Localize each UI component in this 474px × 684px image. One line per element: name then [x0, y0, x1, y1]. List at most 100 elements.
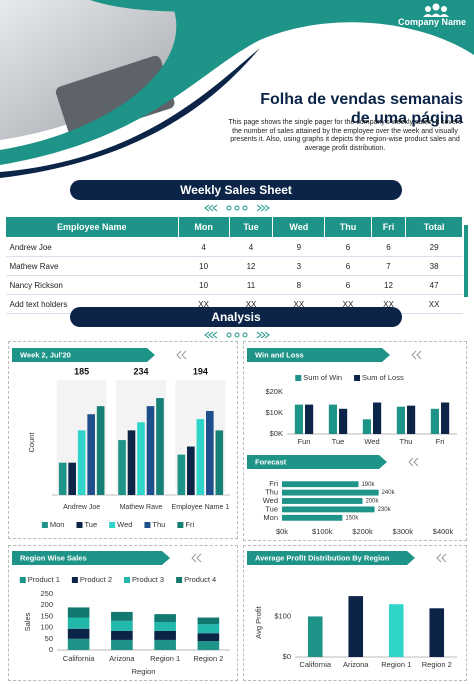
- bar-segment: [67, 638, 90, 650]
- bar-segment: [154, 614, 176, 622]
- x-tick-label: Arizona: [343, 660, 369, 669]
- column-header: Mon: [177, 216, 230, 238]
- y-tick-label: $20K: [265, 387, 283, 396]
- bar: [362, 419, 371, 434]
- table-cell: 4: [229, 237, 273, 257]
- legend-label: Sum of Loss: [362, 373, 404, 382]
- bar: [282, 514, 343, 521]
- description: This page shows the single pager for the…: [228, 119, 462, 152]
- table-cell: 6: [324, 237, 372, 257]
- chart: Average Profit Distribution By Region Avg…: [247, 551, 457, 669]
- chevrons: [204, 331, 270, 339]
- header-art: [0, 0, 474, 178]
- legend-label: Wed: [117, 520, 132, 529]
- bar: [305, 404, 314, 434]
- bar: [96, 406, 105, 495]
- x-tick-label: $400k: [433, 527, 454, 536]
- value-label: 190k: [361, 482, 375, 488]
- bar: [177, 454, 186, 495]
- y-tick-label: $0: [283, 652, 291, 661]
- y-tick-label: $0K: [270, 429, 283, 438]
- total-label: 234: [133, 366, 148, 376]
- bar-segment: [197, 617, 220, 625]
- dot: [234, 205, 240, 211]
- value-label: 240k: [382, 490, 396, 496]
- y-tick-label: 50: [45, 634, 53, 643]
- chevrons: [436, 553, 447, 563]
- x-tick-label: $100k: [312, 527, 333, 536]
- value-label: 230k: [378, 507, 392, 513]
- bar: [396, 406, 405, 434]
- dot: [242, 205, 248, 211]
- bar: [282, 489, 379, 496]
- legend-swatch: [109, 522, 116, 528]
- title-ribbon: [12, 551, 170, 565]
- chart-box: [8, 545, 238, 681]
- bar-segment: [111, 620, 133, 631]
- y-tick-label: $10K: [265, 408, 283, 417]
- x-tick-label: Region 2: [193, 654, 223, 663]
- dot: [226, 332, 232, 338]
- legend-label: Tue: [84, 520, 97, 529]
- y-tick-label: $100: [274, 611, 291, 620]
- bar: [118, 440, 126, 495]
- legend-swatch: [19, 577, 26, 583]
- table-cell: 6: [324, 275, 372, 295]
- chevrons: [204, 204, 270, 212]
- title-ribbon: [247, 551, 415, 565]
- table-cell: 12: [371, 275, 406, 295]
- legend-swatch: [177, 522, 184, 528]
- chevrons: [191, 553, 202, 563]
- y-axis-label: Avg Profit: [254, 605, 263, 638]
- legend-label: Mon: [50, 520, 65, 529]
- chart-title: Average Profit Distribution By Region: [255, 553, 390, 562]
- table-cell: 29: [405, 237, 463, 257]
- company-name: Company Name: [397, 17, 466, 27]
- section-title: Weekly Sales Sheet: [70, 180, 402, 200]
- legend-swatch: [124, 577, 130, 583]
- table-cell: 6: [324, 256, 372, 276]
- x-tick-label: $0k: [276, 527, 288, 536]
- x-tick-label: Region 1: [150, 654, 180, 663]
- bar: [282, 481, 359, 488]
- chevrons: [411, 350, 422, 360]
- y-tick-label: 150: [40, 611, 53, 620]
- value-label: 150k: [345, 515, 359, 521]
- bar-segment: [154, 622, 176, 631]
- value-label: 200k: [366, 499, 380, 505]
- y-axis-label: Count: [27, 432, 36, 453]
- x-tick-label: Fun: [298, 437, 311, 446]
- y-tick-label: Tue: [265, 504, 278, 513]
- table-cell: 4: [178, 237, 230, 257]
- bar: [388, 604, 404, 657]
- x-tick-label: Tue: [332, 437, 345, 446]
- table-cell: 47: [405, 275, 463, 295]
- legend-label: Product 3: [132, 575, 164, 584]
- y-tick-label: Thu: [265, 488, 278, 497]
- legend-swatch: [71, 577, 78, 583]
- table-row: Nancy Rickson 10 11 8 6 12 47: [5, 275, 463, 295]
- table-cell: 10: [178, 275, 230, 295]
- legend-swatch: [354, 375, 361, 381]
- legend-label: Sum of Win: [303, 373, 342, 382]
- bar: [407, 405, 416, 434]
- bar: [146, 406, 155, 495]
- bar: [328, 404, 337, 434]
- bar-segment: [111, 630, 133, 640]
- bar: [137, 422, 145, 495]
- chevrons: [176, 350, 187, 360]
- y-tick-label: Fri: [269, 479, 278, 488]
- total-label: 194: [193, 366, 208, 376]
- table-row: Mathew Rave 10 12 3 6 7 38: [5, 256, 463, 276]
- table-cell: 8: [272, 275, 325, 295]
- chart-title: Region Wise Sales: [20, 553, 87, 562]
- bar-segment: [111, 639, 133, 650]
- bar: [307, 616, 323, 657]
- bar: [282, 498, 363, 504]
- bar-segment: [67, 607, 90, 618]
- table-cell: 3: [272, 256, 325, 276]
- bar: [339, 408, 348, 434]
- column-header: Thu: [324, 216, 372, 238]
- bar: [282, 506, 375, 513]
